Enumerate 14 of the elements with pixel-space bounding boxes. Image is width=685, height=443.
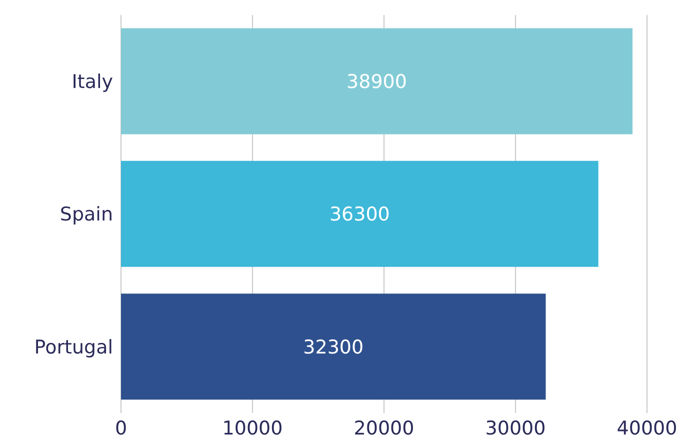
data-label: 32300 [303, 336, 364, 358]
bar [121, 28, 633, 134]
y-tick-label: Portugal [34, 336, 113, 358]
y-tick-label: Spain [60, 204, 113, 226]
x-tick-label: 10000 [222, 417, 283, 440]
x-tick-label: 30000 [485, 417, 546, 440]
y-tick-label: Italy [72, 71, 113, 94]
x-tick-label: 0 [114, 417, 128, 440]
bar [121, 160, 598, 267]
data-label: 38900 [346, 71, 407, 94]
bar [121, 294, 546, 400]
x-tick-label: 20000 [354, 417, 414, 440]
data-label: 36300 [329, 204, 390, 226]
x-tick-label: 40000 [616, 417, 678, 440]
